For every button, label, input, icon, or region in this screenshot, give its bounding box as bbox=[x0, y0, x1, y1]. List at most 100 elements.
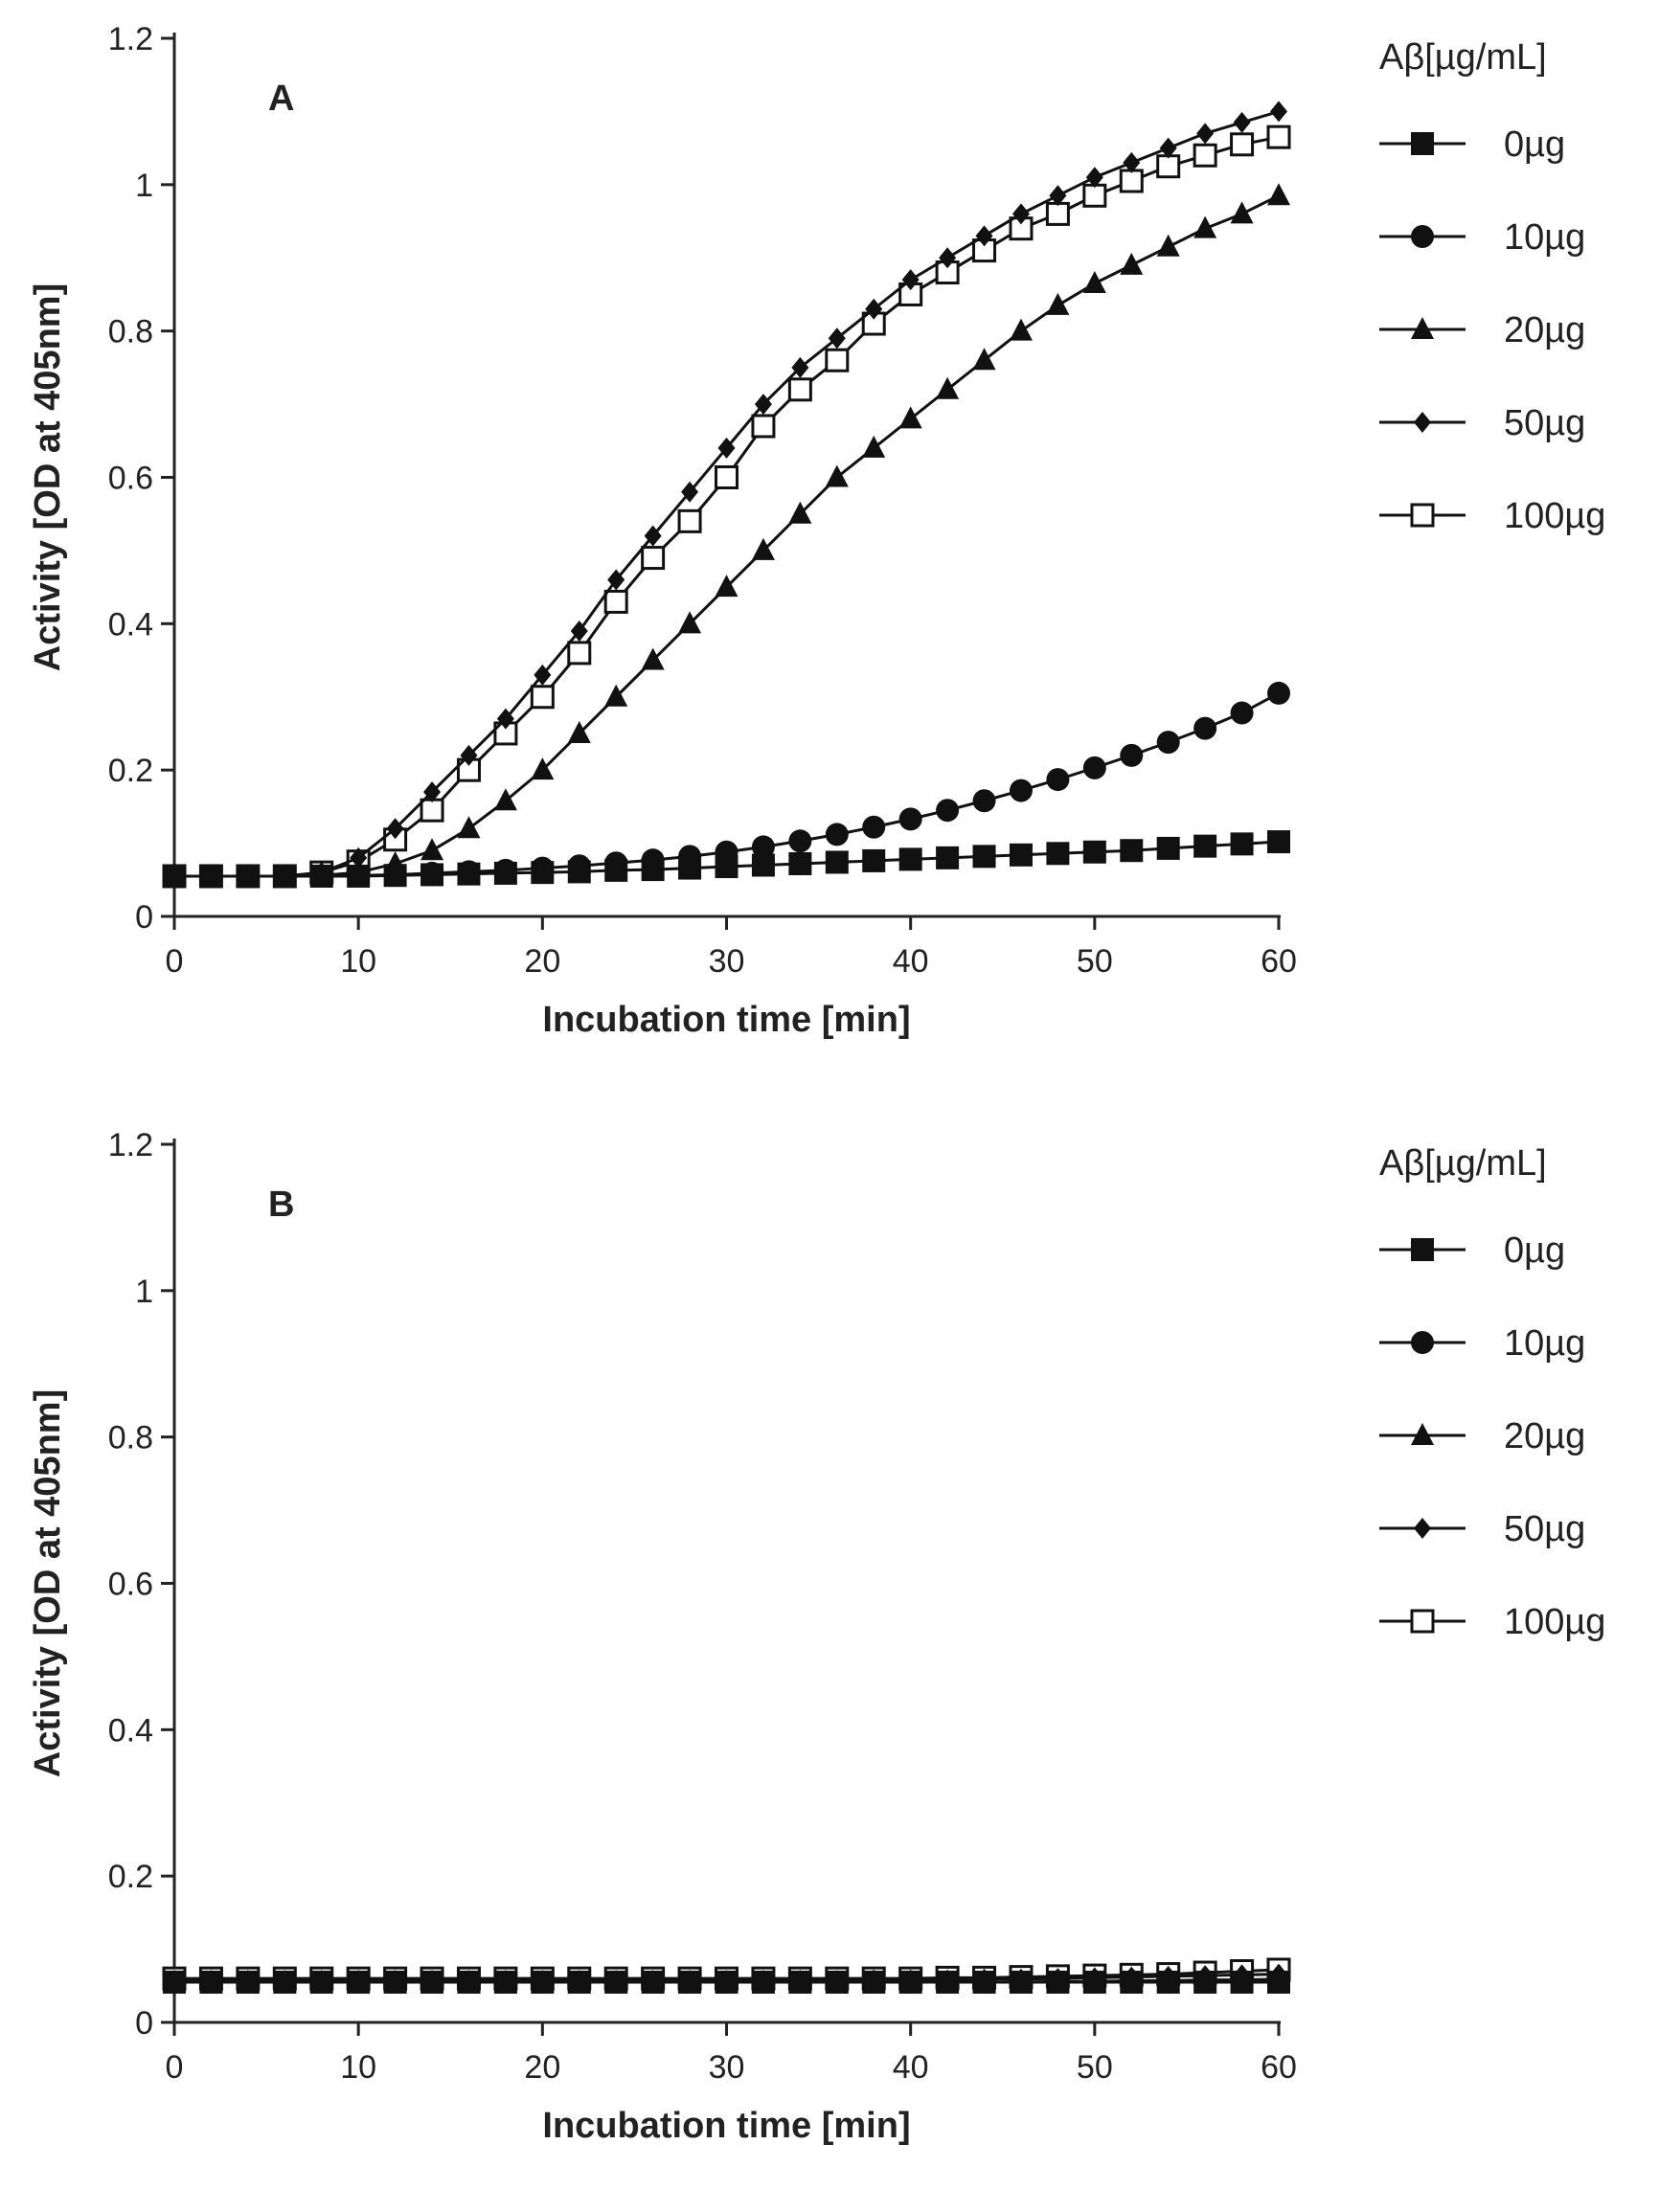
data-point bbox=[1266, 124, 1291, 149]
data-point bbox=[570, 620, 588, 642]
data-point bbox=[1230, 1970, 1254, 1994]
data-point bbox=[273, 1970, 297, 1994]
data-point bbox=[493, 1970, 517, 1994]
series-50µg bbox=[166, 101, 1287, 887]
data-point bbox=[1230, 132, 1255, 157]
legend-item: 50µg bbox=[1379, 1509, 1585, 1549]
x-tick-label: 10 bbox=[340, 943, 376, 980]
data-point bbox=[1156, 154, 1181, 179]
y-tick-label: 0 bbox=[135, 899, 153, 936]
data-point bbox=[1156, 836, 1180, 860]
data-point bbox=[751, 537, 775, 560]
x-tick-label: 60 bbox=[1261, 943, 1297, 980]
data-point bbox=[604, 858, 628, 882]
legend-marker bbox=[1411, 132, 1434, 155]
legend-label: 10µg bbox=[1504, 1323, 1585, 1364]
data-point bbox=[531, 1970, 555, 1994]
y-tick-label: 0.2 bbox=[108, 1859, 153, 1895]
panel-letter: B bbox=[268, 1185, 294, 1225]
data-point bbox=[715, 855, 739, 879]
data-point bbox=[1009, 318, 1033, 341]
legend-item: 100µg bbox=[1379, 496, 1605, 536]
y-tick-label: 0.6 bbox=[108, 1567, 153, 1603]
series-100µg bbox=[162, 124, 1291, 889]
data-point bbox=[273, 864, 297, 888]
data-point bbox=[1267, 1970, 1290, 1994]
data-point bbox=[567, 641, 592, 666]
legend: Aβ[µg/mL] 0µg 10µg 20µg 50µg 100µg bbox=[1379, 37, 1605, 536]
data-point bbox=[386, 818, 404, 840]
x-tick-label: 40 bbox=[893, 943, 929, 980]
x-tick-label: 50 bbox=[1077, 2049, 1113, 2086]
data-point bbox=[567, 1970, 591, 1994]
data-point bbox=[972, 789, 996, 813]
data-point bbox=[898, 1970, 922, 1994]
data-point bbox=[788, 501, 812, 524]
y-tick-label: 0.4 bbox=[108, 1712, 153, 1749]
data-point bbox=[1267, 681, 1290, 705]
data-point bbox=[423, 781, 442, 803]
legend-marker bbox=[1411, 317, 1434, 339]
data-point bbox=[420, 838, 444, 861]
data-point bbox=[1230, 201, 1254, 224]
legend-marker bbox=[1414, 1518, 1431, 1539]
data-point bbox=[1046, 842, 1070, 866]
x-tick-label: 30 bbox=[709, 2049, 745, 2086]
data-point bbox=[604, 1970, 628, 1994]
data-point bbox=[199, 864, 223, 888]
data-point bbox=[972, 845, 996, 869]
legend-title: Aβ[µg/mL] bbox=[1379, 37, 1547, 78]
data-point bbox=[1233, 111, 1251, 133]
data-point bbox=[715, 465, 739, 489]
data-point bbox=[678, 856, 702, 880]
data-point bbox=[236, 1970, 260, 1994]
legend: Aβ[µg/mL] 0µg 10µg 20µg 50µg 100µg bbox=[1379, 1143, 1605, 1642]
data-point bbox=[1123, 151, 1141, 173]
data-point bbox=[457, 862, 481, 886]
data-point bbox=[715, 575, 739, 598]
data-point bbox=[751, 835, 775, 859]
legend-item: 100µg bbox=[1379, 1602, 1605, 1642]
data-point bbox=[681, 481, 699, 503]
y-tick-label: 1.2 bbox=[108, 1127, 153, 1163]
legend-label: 20µg bbox=[1504, 310, 1585, 350]
data-point bbox=[825, 348, 850, 372]
legend-marker bbox=[1411, 1238, 1434, 1261]
x-tick-label: 0 bbox=[166, 2049, 184, 2086]
y-tick-label: 1.2 bbox=[108, 21, 153, 57]
y-tick-label: 0.8 bbox=[108, 314, 153, 350]
data-point bbox=[936, 799, 960, 823]
data-point bbox=[603, 589, 628, 614]
legend-label: 50µg bbox=[1504, 403, 1585, 443]
data-point bbox=[383, 1970, 407, 1994]
data-point bbox=[1267, 183, 1290, 206]
data-point bbox=[677, 508, 702, 533]
data-point bbox=[607, 569, 625, 591]
x-tick-label: 10 bbox=[340, 2049, 376, 2086]
data-point bbox=[1009, 779, 1033, 802]
data-point bbox=[1045, 201, 1070, 226]
data-point bbox=[1082, 756, 1106, 779]
chart-panel-b: 0 0.2 0.4 0.6 0.8 1 1.2 0 10 20 30 40 50 60 Incubation… bbox=[28, 1127, 1605, 2146]
data-point bbox=[828, 327, 846, 350]
data-point bbox=[972, 1970, 996, 1994]
y-tick-label: 0 bbox=[135, 2005, 153, 2042]
data-point bbox=[898, 406, 922, 429]
data-point bbox=[350, 846, 368, 869]
legend-label: 100µg bbox=[1504, 1602, 1605, 1642]
data-point bbox=[420, 798, 444, 823]
data-point bbox=[420, 1970, 444, 1994]
data-point bbox=[641, 1970, 665, 1994]
data-point bbox=[898, 807, 922, 831]
y-axis-title: Activity [OD at 405nm] bbox=[28, 283, 68, 671]
x-tick-label: 60 bbox=[1261, 2049, 1297, 2086]
data-point bbox=[972, 348, 996, 371]
legend-marker bbox=[1411, 1423, 1434, 1445]
data-point bbox=[865, 298, 883, 320]
data-point bbox=[531, 861, 555, 885]
data-point bbox=[644, 525, 662, 547]
data-point bbox=[1120, 839, 1144, 863]
data-point bbox=[604, 684, 628, 707]
data-point bbox=[1193, 1970, 1217, 1994]
